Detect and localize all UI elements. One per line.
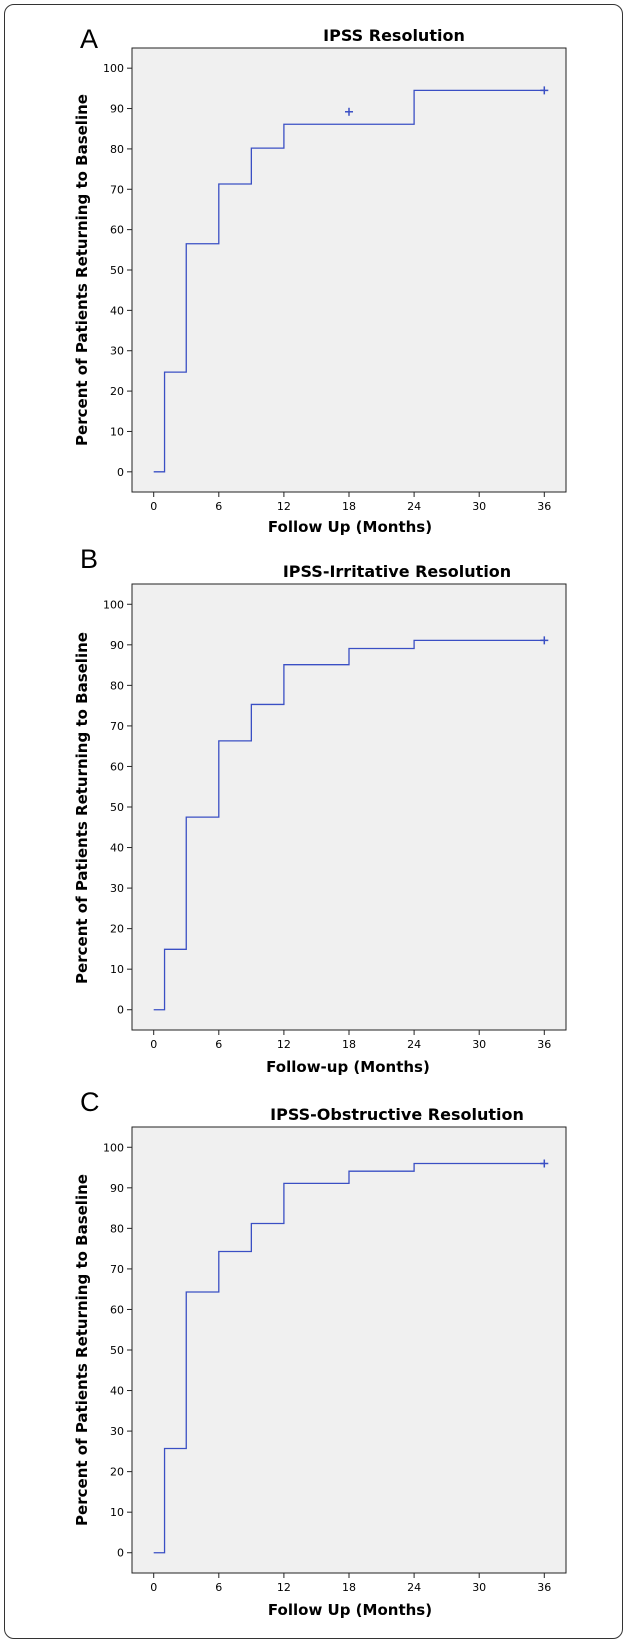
panel-a: A IPSS Resolution Follow Up (Months) Per… (0, 8, 629, 548)
ticks-b: 0 6 12 18 24 30 36 0 10 20 30 40 50 60 70 80 90 100 (103, 598, 551, 1051)
x-tick-label-b-4: 24 (407, 1038, 421, 1051)
x-tick-label-c-5: 30 (472, 1581, 486, 1594)
panel-label-b: B (80, 544, 98, 574)
y-tick-label-c-9: 90 (110, 1182, 124, 1195)
y-tick-label-b-2: 20 (110, 923, 124, 936)
chart-a-svg: A IPSS Resolution Follow Up (Months) Per… (73, 24, 567, 536)
y-tick-label-b-5: 50 (110, 801, 124, 814)
panel-b: B IPSS-Irritative Resolution Follow-up (… (0, 544, 629, 1088)
y-tick-label-b-3: 30 (110, 882, 124, 895)
y-tick-label-a-2: 20 (110, 385, 124, 398)
y-tick-label-b-6: 60 (110, 760, 124, 773)
y-tick-label-b-7: 70 (110, 720, 124, 733)
ticks-a: 0 6 12 18 24 30 36 0 10 20 30 40 50 60 70 80 90 100 (103, 62, 551, 513)
y-tick-label-c-2: 20 (110, 1466, 124, 1479)
y-tick-label-a-8: 80 (110, 143, 124, 156)
x-axis-label-b: Follow-up (Months) (266, 1058, 430, 1076)
y-tick-label-b-4: 40 (110, 842, 124, 855)
y-tick-label-a-5: 50 (110, 264, 124, 277)
y-axis-label-c: Percent of Patients Returning to Baselin… (73, 1174, 91, 1526)
x-tick-label-b-6: 36 (537, 1038, 551, 1051)
x-tick-label-c-6: 36 (537, 1581, 551, 1594)
y-tick-label-a-7: 70 (110, 183, 124, 196)
y-tick-label-b-10: 100 (103, 598, 124, 611)
marks-c (153, 1159, 549, 1554)
y-tick-label-c-10: 100 (103, 1141, 124, 1154)
censor-mark-c-0 (540, 1159, 549, 1168)
y-tick-label-c-3: 30 (110, 1425, 124, 1438)
y-tick-label-c-1: 10 (110, 1506, 124, 1519)
y-tick-label-c-0: 0 (117, 1547, 124, 1560)
marks-a (153, 86, 549, 473)
panel-label-a: A (80, 24, 98, 54)
plot-area-c (131, 1126, 567, 1574)
x-tick-label-b-0: 0 (150, 1038, 157, 1051)
x-axis-label-a: Follow Up (Months) (268, 518, 432, 536)
x-tick-label-a-0: 0 (150, 500, 157, 513)
y-tick-label-a-3: 30 (110, 345, 124, 358)
y-tick-label-a-0: 0 (117, 466, 124, 479)
chart-title-b: IPSS-Irritative Resolution (283, 562, 511, 581)
x-tick-label-a-5: 30 (472, 500, 486, 513)
y-tick-label-a-4: 40 (110, 304, 124, 317)
y-tick-label-c-6: 60 (110, 1303, 124, 1316)
plot-area-a (131, 47, 567, 493)
survival-step-line-c (153, 1162, 545, 1554)
ticks-c: 0 6 12 18 24 30 36 0 10 20 30 40 50 60 70 80 90 100 (103, 1141, 551, 1594)
x-tick-label-a-4: 24 (407, 500, 421, 513)
survival-step-line-b (153, 639, 545, 1011)
y-tick-label-b-1: 10 (110, 963, 124, 976)
x-tick-label-a-2: 12 (277, 500, 291, 513)
y-tick-label-a-10: 100 (103, 62, 124, 75)
panel-label-c: C (80, 1087, 100, 1117)
survival-step-line-a (153, 89, 545, 473)
y-tick-label-c-7: 70 (110, 1263, 124, 1276)
censor-mark-b-0 (540, 636, 549, 645)
chart-title-a: IPSS Resolution (323, 26, 465, 45)
y-tick-label-b-8: 80 (110, 679, 124, 692)
x-tick-label-c-1: 6 (215, 1581, 222, 1594)
y-tick-label-c-5: 50 (110, 1344, 124, 1357)
y-tick-label-b-0: 0 (117, 1004, 124, 1017)
y-tick-label-b-9: 90 (110, 639, 124, 652)
x-tick-label-c-4: 24 (407, 1581, 421, 1594)
x-tick-label-b-1: 6 (215, 1038, 222, 1051)
x-tick-label-a-3: 18 (342, 500, 356, 513)
censor-mark-a-0 (345, 107, 353, 116)
y-axis-label-b: Percent of Patients Returning to Baselin… (73, 632, 91, 984)
marks-b (153, 636, 549, 1011)
censor-mark-a-1 (540, 86, 549, 95)
x-tick-label-b-5: 30 (472, 1038, 486, 1051)
chart-title-c: IPSS-Obstructive Resolution (270, 1105, 524, 1124)
y-axis-label-a: Percent of Patients Returning to Baselin… (73, 94, 91, 446)
chart-b-svg: B IPSS-Irritative Resolution Follow-up (… (73, 544, 567, 1076)
x-tick-label-c-3: 18 (342, 1581, 356, 1594)
x-tick-label-a-6: 36 (537, 500, 551, 513)
x-axis-label-c: Follow Up (Months) (268, 1601, 432, 1619)
y-tick-label-c-4: 40 (110, 1385, 124, 1398)
y-tick-label-c-8: 80 (110, 1222, 124, 1235)
x-tick-label-a-1: 6 (215, 500, 222, 513)
chart-c-svg: C IPSS-Obstructive Resolution Follow Up … (73, 1087, 567, 1619)
x-tick-label-c-2: 12 (277, 1581, 291, 1594)
panel-c: C IPSS-Obstructive Resolution Follow Up … (0, 1087, 629, 1628)
x-tick-label-c-0: 0 (150, 1581, 157, 1594)
x-tick-label-b-3: 18 (342, 1038, 356, 1051)
y-tick-label-a-9: 90 (110, 103, 124, 116)
x-tick-label-b-2: 12 (277, 1038, 291, 1051)
y-tick-label-a-6: 60 (110, 224, 124, 237)
y-tick-label-a-1: 10 (110, 425, 124, 438)
